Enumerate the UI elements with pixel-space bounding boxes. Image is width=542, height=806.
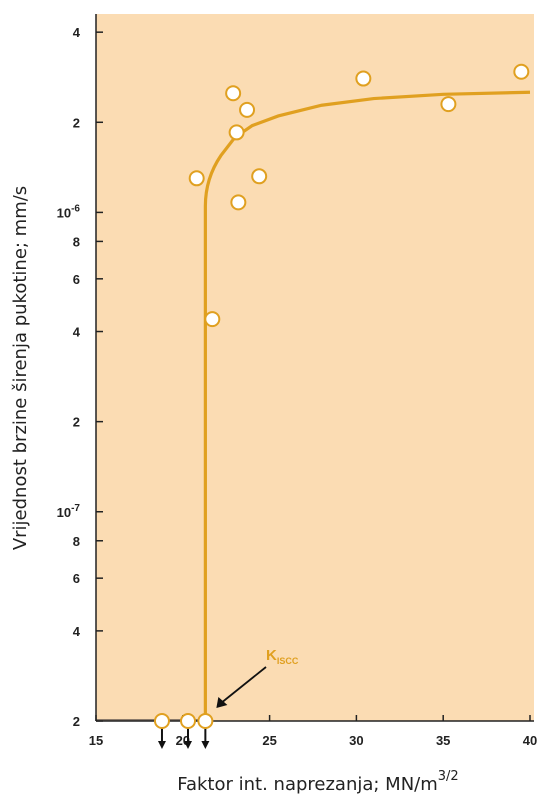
y-tick-label: 10-6 — [57, 203, 81, 220]
kiscc-label: KISCC — [266, 647, 299, 666]
plot-background — [96, 14, 534, 721]
points-layer — [153, 63, 530, 729]
x-tick-label: 35 — [436, 733, 450, 748]
x-tick-label: 25 — [262, 733, 276, 748]
data-point — [225, 85, 242, 102]
annotation-layer: KISCC — [216, 647, 299, 708]
below-limit-point — [153, 713, 170, 729]
x-tick-label: 40 — [523, 733, 537, 748]
fit-curve — [203, 90, 531, 720]
x-tick-label: 15 — [89, 733, 103, 748]
y-tick-label: 2 — [73, 415, 80, 430]
y-tick-label: 8 — [73, 534, 80, 549]
x-ticks: 15 20 25 30 35 40 — [89, 715, 537, 748]
y-tick-label: 6 — [73, 272, 80, 287]
below-limit-point — [197, 713, 214, 729]
x-tick-label: 30 — [349, 733, 363, 748]
data-point — [228, 124, 245, 141]
below-limit-arrow-head — [157, 741, 166, 749]
below-limit-point — [180, 713, 197, 729]
below-limit-arrow-head — [201, 741, 210, 749]
y-tick-label: 8 — [73, 234, 80, 249]
y-axis-title: Vrijednost brzine širenja pukotine; mm/s — [10, 186, 31, 550]
x-axis-title: Faktor int. naprezanja; MN/m3/2 — [177, 769, 458, 795]
data-point — [188, 170, 205, 187]
x-axis-title-superscript: 3/2 — [438, 769, 459, 784]
data-point — [355, 70, 372, 87]
data-point — [204, 311, 221, 328]
kiscc-arrow-head — [216, 697, 228, 708]
data-point — [440, 96, 457, 113]
y-tick-label: 10-7 — [57, 503, 81, 520]
y-tick-label: 4 — [73, 624, 81, 639]
y-tick-label: 6 — [73, 571, 80, 586]
y-tick-label: 4 — [73, 325, 81, 340]
kiscc-arrow-shaft — [221, 666, 267, 703]
y-ticks: 2 4 6 8 10-7 2 4 6 8 10-6 2 4 — [57, 25, 103, 729]
data-point — [239, 101, 256, 118]
y-tick-label: 4 — [73, 25, 81, 40]
data-point — [251, 168, 268, 185]
y-tick-label: 2 — [73, 115, 80, 130]
data-point — [230, 194, 247, 211]
data-point — [513, 63, 530, 80]
x-axis-title-main: Faktor int. naprezanja; MN/m — [177, 774, 438, 795]
y-tick-label: 2 — [73, 714, 80, 729]
below-limit-arrow-head — [184, 741, 193, 749]
